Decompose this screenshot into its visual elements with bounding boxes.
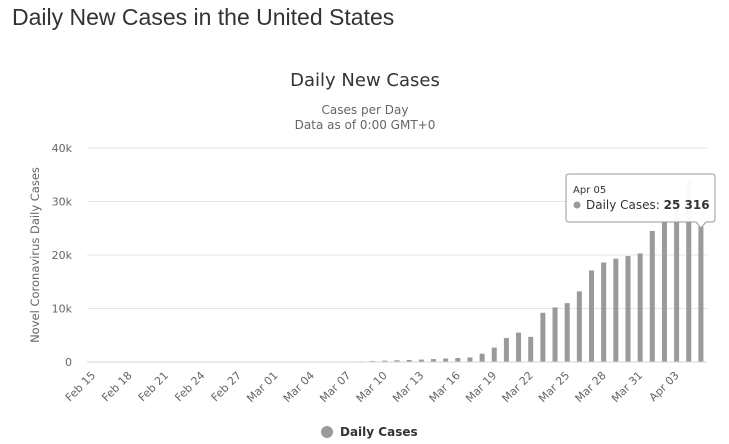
x-tick-label: Mar 16 bbox=[427, 369, 463, 405]
x-tick-label: Feb 18 bbox=[99, 369, 134, 404]
page-title: Daily New Cases in the United States bbox=[12, 4, 395, 30]
x-tick-label: Mar 13 bbox=[390, 369, 426, 405]
bar[interactable] bbox=[528, 336, 534, 362]
x-axis-ticks: Feb 15 Feb 18 Feb 21 Feb 24 Feb 27 Mar 01 Mar … bbox=[63, 369, 682, 405]
y-tick-label: 20k bbox=[52, 249, 73, 262]
y-tick-label: 40k bbox=[52, 142, 73, 155]
bar[interactable] bbox=[479, 353, 485, 362]
chart-title: Daily New Cases bbox=[290, 70, 440, 91]
x-tick-label: Mar 01 bbox=[244, 369, 280, 405]
y-tick-label: 0 bbox=[65, 356, 72, 369]
bar[interactable] bbox=[625, 256, 631, 362]
bar[interactable] bbox=[467, 357, 473, 362]
y-tick-label: 30k bbox=[52, 196, 73, 209]
x-tick-label: Mar 31 bbox=[609, 369, 645, 405]
x-tick-label: Feb 21 bbox=[136, 369, 171, 404]
x-tick-label: Feb 24 bbox=[172, 369, 207, 404]
bar[interactable] bbox=[649, 230, 655, 362]
bar[interactable] bbox=[637, 253, 643, 362]
legend-label: Daily Cases bbox=[340, 425, 418, 439]
bar[interactable] bbox=[564, 303, 570, 362]
bars[interactable] bbox=[285, 181, 704, 362]
bar[interactable] bbox=[552, 307, 558, 362]
bar[interactable] bbox=[382, 360, 388, 362]
x-tick-label: Apr 03 bbox=[647, 369, 682, 404]
x-tick-label: Feb 15 bbox=[63, 369, 98, 404]
tooltip-text: Daily Cases: 25 316 bbox=[586, 198, 710, 212]
bar[interactable] bbox=[661, 221, 667, 362]
x-tick-label: Mar 19 bbox=[463, 369, 499, 405]
x-tick-label: Feb 27 bbox=[209, 369, 244, 404]
y-axis-ticks: 0 10k 20k 30k 40k bbox=[52, 142, 73, 369]
y-tick-label: 10k bbox=[52, 303, 73, 316]
bar[interactable] bbox=[613, 258, 619, 362]
chart-subtitle-line-1: Cases per Day bbox=[322, 103, 409, 117]
bar[interactable] bbox=[601, 262, 607, 362]
bar[interactable] bbox=[406, 359, 412, 362]
tooltip-value: 25 316 bbox=[664, 198, 710, 212]
bar[interactable] bbox=[503, 337, 509, 362]
legend-marker bbox=[321, 426, 333, 438]
x-tick-label: Mar 25 bbox=[536, 369, 572, 405]
legend-item-daily-cases[interactable]: Daily Cases bbox=[321, 425, 418, 439]
bar[interactable] bbox=[394, 360, 400, 362]
bar[interactable] bbox=[589, 270, 595, 362]
x-tick-label: Mar 28 bbox=[573, 369, 609, 405]
x-tick-label: Mar 04 bbox=[281, 369, 317, 405]
bar[interactable] bbox=[491, 347, 497, 362]
bar[interactable] bbox=[576, 291, 582, 362]
bar[interactable] bbox=[455, 357, 461, 362]
tooltip: Apr 05 Daily Cases: 25 316 bbox=[565, 173, 716, 229]
bar[interactable] bbox=[674, 206, 680, 362]
tooltip-series-label: Daily Cases: bbox=[586, 198, 660, 212]
bar[interactable] bbox=[418, 359, 424, 362]
chart-subtitle-line-2: Data as of 0:00 GMT+0 bbox=[295, 118, 436, 132]
y-axis-title: Novel Coronavirus Daily Cases bbox=[28, 167, 42, 343]
x-tick-label: Mar 10 bbox=[354, 369, 390, 405]
bar[interactable] bbox=[430, 359, 436, 362]
bar[interactable] bbox=[443, 358, 449, 362]
bar[interactable] bbox=[540, 312, 546, 362]
x-tick-label: Mar 07 bbox=[317, 369, 353, 405]
tooltip-box bbox=[565, 173, 716, 229]
bar[interactable] bbox=[686, 181, 692, 362]
tooltip-marker bbox=[573, 201, 581, 209]
x-tick-label: Mar 22 bbox=[500, 369, 536, 405]
tooltip-date: Apr 05 bbox=[573, 185, 606, 196]
bar[interactable] bbox=[516, 332, 522, 362]
bar[interactable] bbox=[698, 226, 704, 362]
